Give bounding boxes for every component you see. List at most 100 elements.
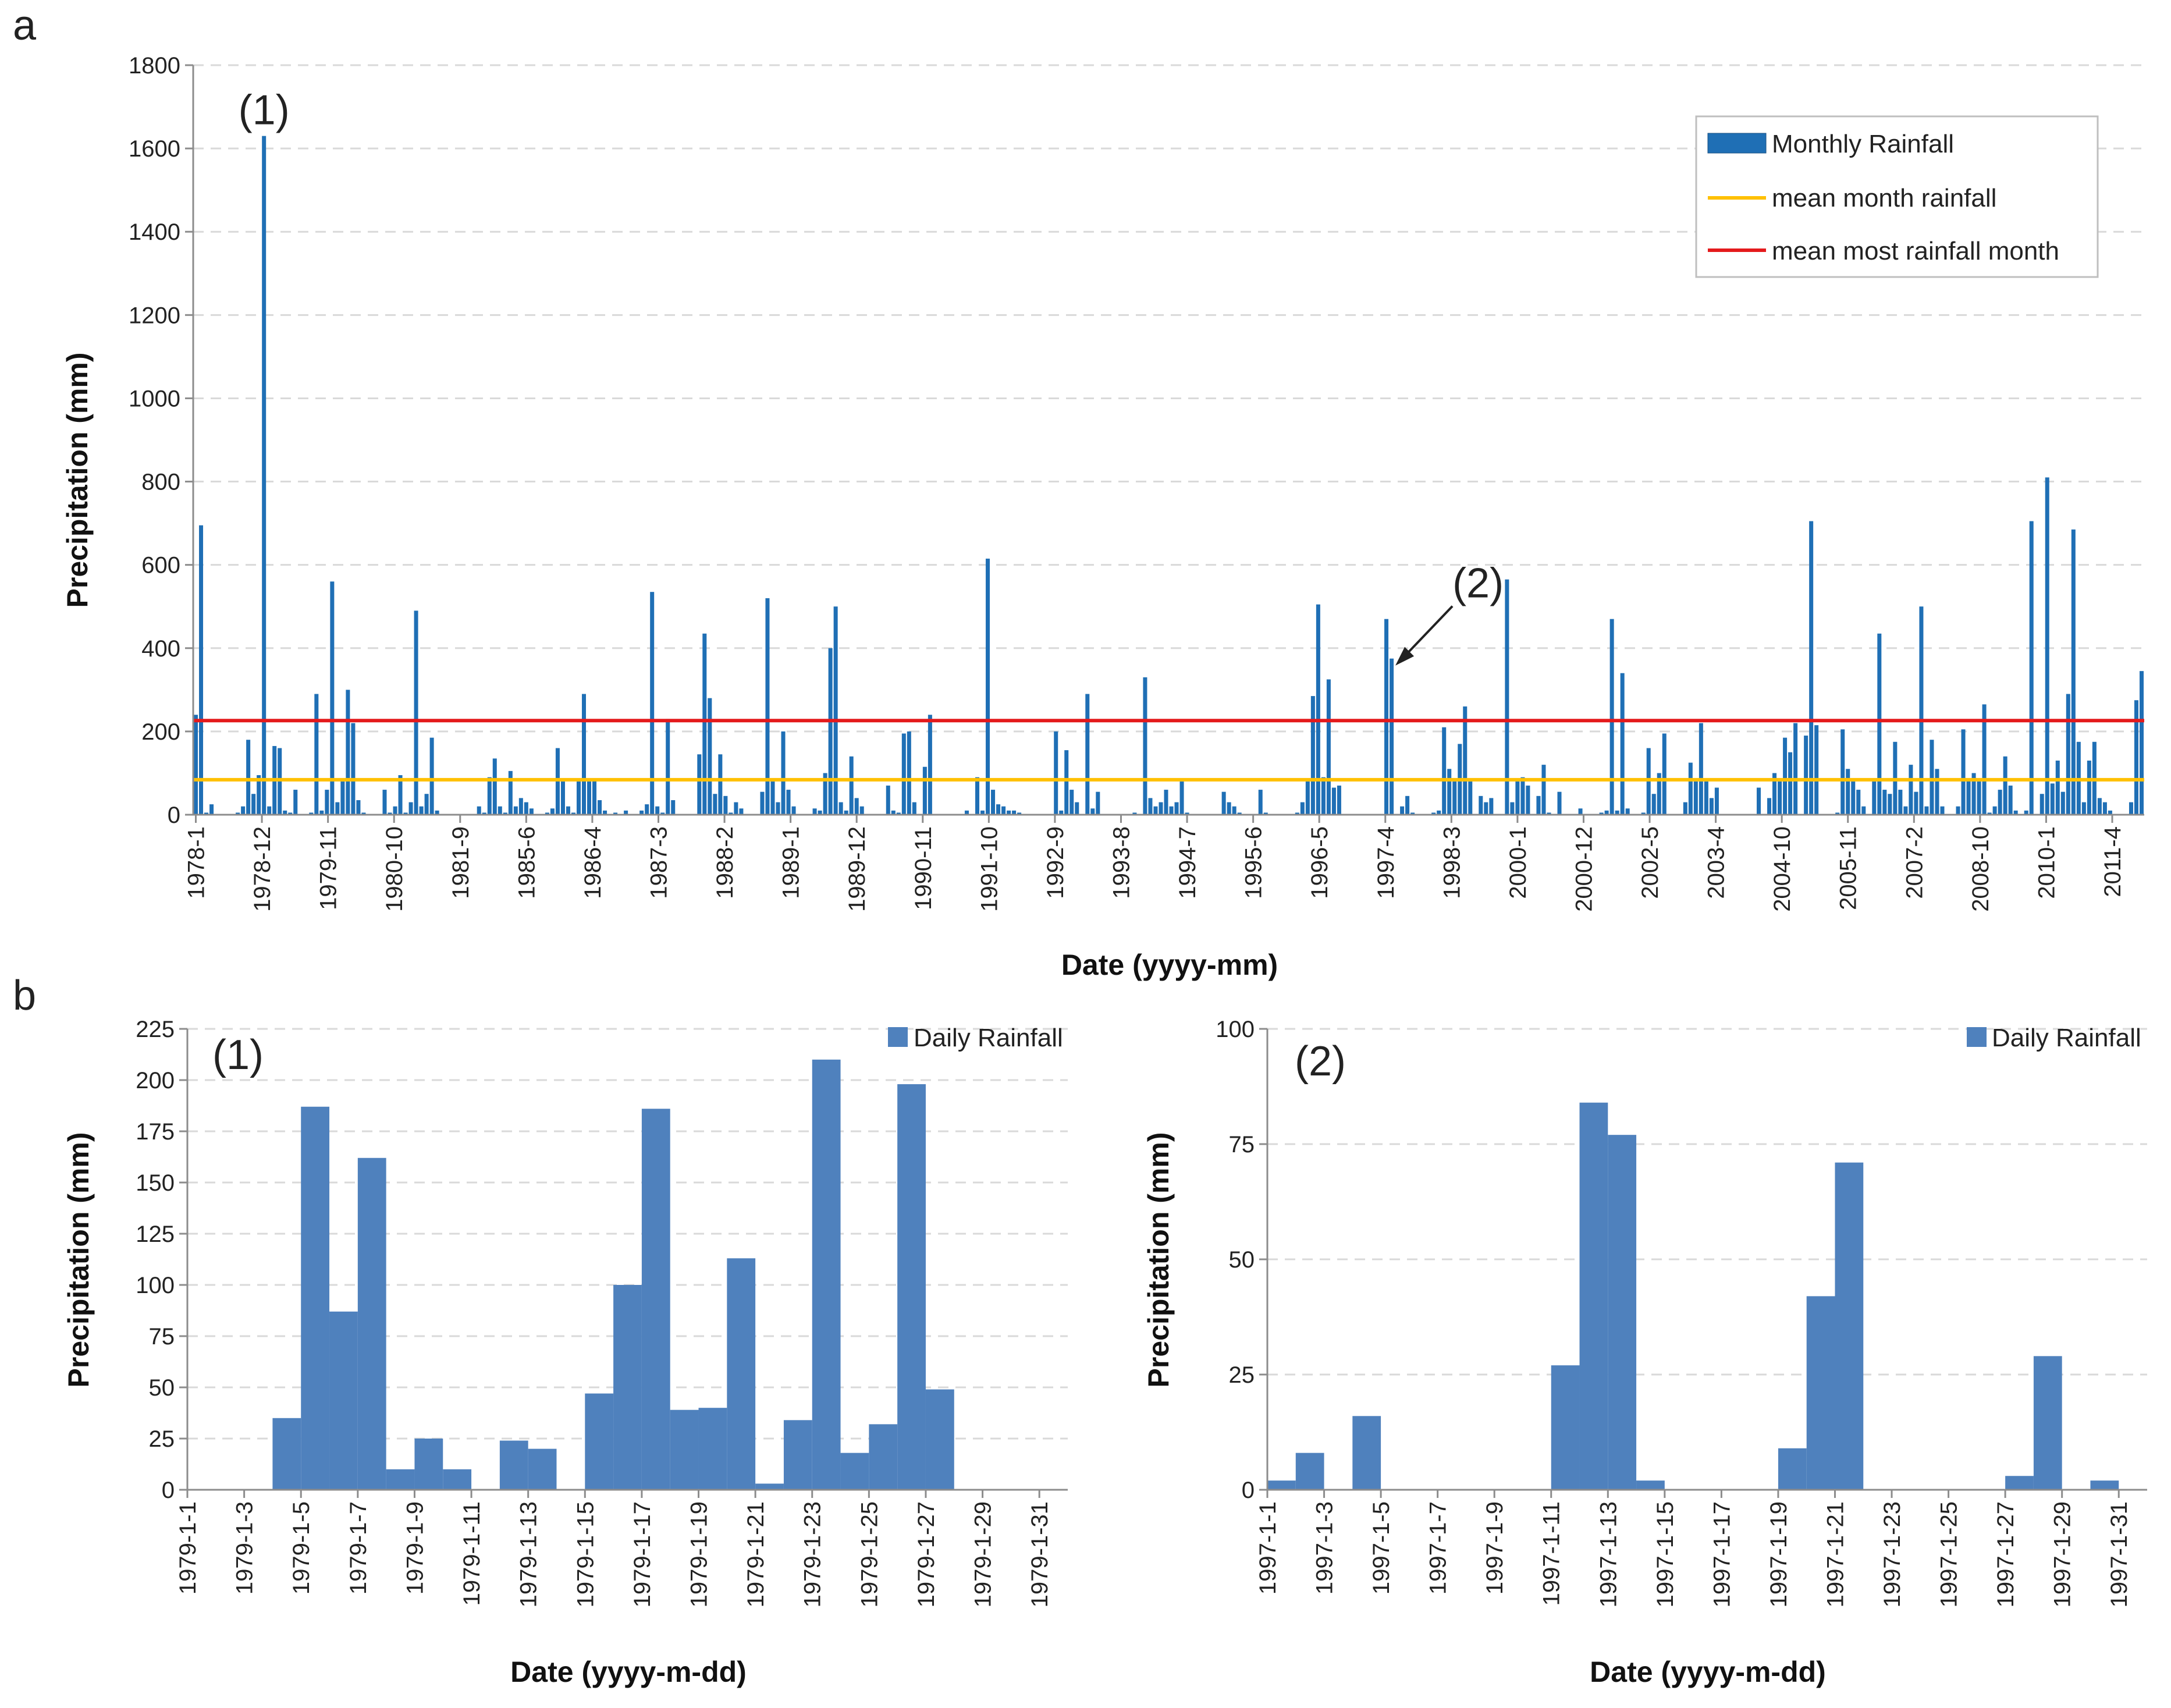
y-tick-label: 800 (141, 470, 180, 495)
bar (1636, 1480, 1665, 1490)
bar (1541, 765, 1546, 815)
bar (1772, 773, 1777, 815)
x-tick-label: 2000-1 (1505, 826, 1531, 899)
y-tick-label: 25 (1229, 1362, 1255, 1388)
bar (1437, 810, 1441, 815)
x-tick-label: 1993-8 (1108, 826, 1134, 899)
x-tick-label: 1979-1-3 (232, 1501, 258, 1595)
x-tick-label: 2002-5 (1637, 826, 1663, 899)
bar (922, 766, 927, 815)
x-tick-label: 1997-4 (1373, 826, 1399, 899)
x-tick-label: 1992-9 (1043, 826, 1068, 899)
bar (498, 806, 502, 815)
bar (1484, 802, 1488, 815)
bar (991, 790, 996, 815)
x-tick-label: 1979-1-11 (459, 1501, 485, 1606)
x-tick-label: 1980-10 (382, 826, 407, 912)
bar (236, 812, 240, 815)
bar (1300, 802, 1305, 815)
bar (708, 698, 712, 815)
bar (262, 136, 267, 815)
bar (1384, 619, 1389, 815)
daily-rainfall-bars (1267, 1102, 2119, 1490)
bar (356, 800, 361, 815)
bar (897, 1084, 926, 1490)
y-tick-label: 125 (136, 1221, 175, 1247)
bar (869, 1424, 898, 1490)
bar (1305, 781, 1310, 815)
y-tick-label: 1000 (129, 386, 180, 411)
y-tick-label: 0 (162, 1478, 175, 1503)
bar (301, 1106, 330, 1490)
bar (1410, 812, 1415, 815)
bar (1793, 723, 1798, 815)
bar (1054, 731, 1058, 815)
bar (1804, 736, 1808, 815)
x-tick-label: 1979-1-17 (630, 1501, 655, 1607)
bar (1316, 604, 1320, 815)
bar (1012, 810, 1017, 815)
bar (2081, 802, 2086, 815)
bar (755, 1483, 784, 1490)
x-tick-label: 1979-1-15 (573, 1501, 598, 1607)
bar (2033, 1356, 2062, 1490)
x-tick-labels: 1978-1 1978-12 1979-11 1980-10 1981-9 1985-6 1… (184, 826, 2126, 912)
x-tick-label: 1997-1-13 (1596, 1501, 1621, 1607)
x-tick-label: 1997-1-21 (1822, 1501, 1848, 1607)
bar (1232, 806, 1236, 815)
bar (1096, 791, 1100, 815)
bar (996, 804, 1001, 815)
bar (1693, 781, 1698, 815)
y-tick-label: 200 (136, 1068, 175, 1093)
bar (1547, 812, 1551, 815)
bar (1930, 740, 1934, 815)
bar (1966, 779, 1971, 815)
bar (1169, 806, 1174, 815)
bar (1608, 1135, 1637, 1490)
bar (2102, 802, 2107, 815)
legend-label-monthly-rainfall: Monthly Rainfall (1772, 130, 1954, 158)
bar (833, 606, 838, 815)
bar (204, 812, 209, 815)
bar (581, 694, 587, 815)
bar (1174, 802, 1179, 815)
bar (571, 812, 575, 815)
legend-label-daily-rainfall: Daily Rainfall (914, 1024, 1063, 1052)
y-tick-labels: 0 25 50 75 100 125 150 175 200 225 (136, 1017, 175, 1503)
bar (1814, 725, 1819, 815)
bar (1783, 737, 1788, 815)
bar (1442, 727, 1447, 815)
bar (560, 781, 565, 815)
bar (2039, 794, 2044, 815)
bar (1064, 750, 1069, 815)
bar (1961, 729, 1966, 815)
bar (975, 777, 980, 815)
legend-label-mean-most-rainfall-month: mean most rainfall month (1772, 237, 2059, 265)
legend-label-mean-month-rainfall: mean month rainfall (1772, 184, 1996, 212)
x-tick-label: 1979-1-19 (687, 1501, 712, 1607)
bar (713, 794, 717, 815)
bar (1903, 806, 1908, 815)
bar (844, 810, 848, 815)
bar (1977, 781, 1981, 815)
annotation-2: (2) (1452, 560, 1504, 607)
bar (1620, 673, 1625, 815)
bar (1059, 810, 1064, 815)
bar (702, 633, 707, 815)
bar (1882, 790, 1887, 815)
bar (1179, 781, 1184, 815)
bar (1924, 806, 1929, 815)
panel-b-letter: b (13, 972, 36, 1019)
x-tick-label: 1997-1-15 (1653, 1501, 1678, 1607)
x-tick-label: 1995-6 (1241, 826, 1267, 899)
daily-rainfall-bars (272, 1059, 954, 1490)
bar (587, 781, 592, 815)
y-tick-label: 75 (149, 1324, 175, 1350)
bar (487, 777, 492, 815)
y-tick-label: 100 (1216, 1017, 1255, 1042)
y-tick-label: 1800 (129, 53, 180, 79)
y-tick-label: 50 (1229, 1247, 1255, 1273)
bar (1998, 790, 2002, 815)
bar (1662, 733, 1667, 815)
x-tick-label: 2000-12 (1571, 826, 1597, 912)
